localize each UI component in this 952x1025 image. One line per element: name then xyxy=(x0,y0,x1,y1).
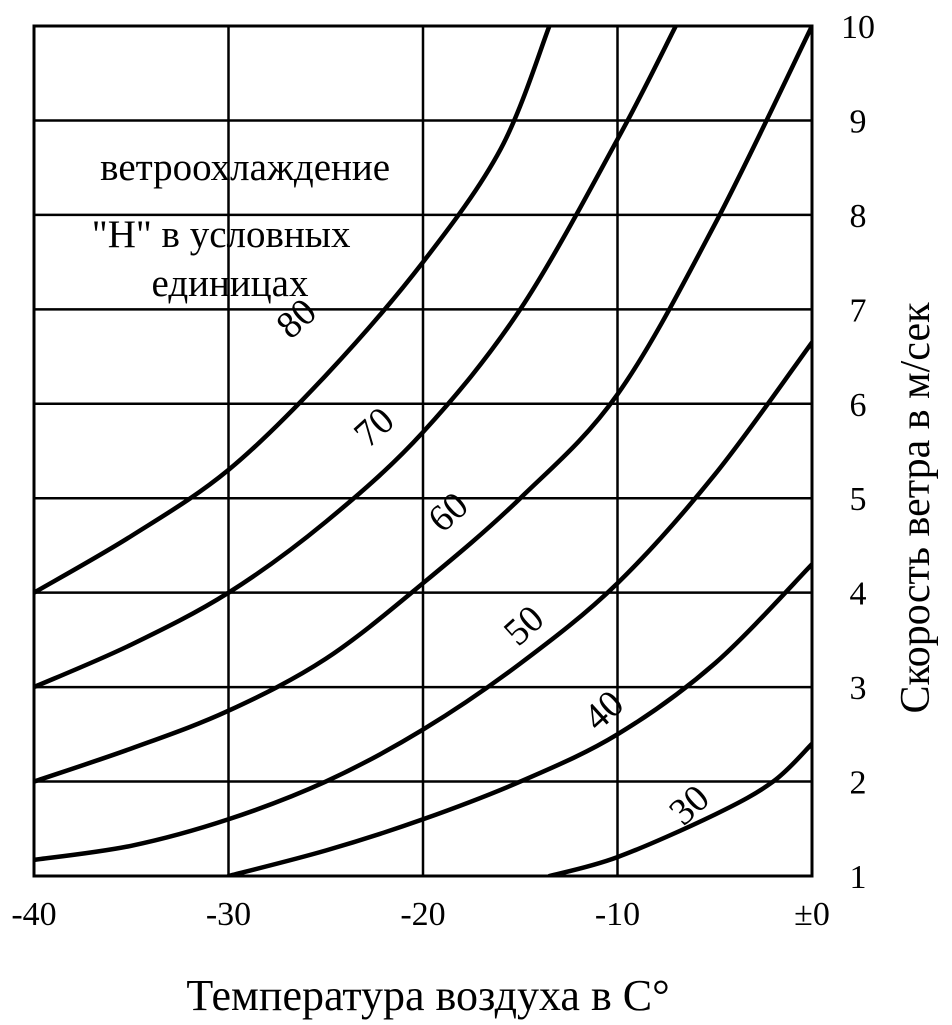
x-axis-label: Температура воздуха в С° xyxy=(186,971,669,1020)
y-tick-label: 6 xyxy=(850,387,867,424)
curve-label-30: 30 xyxy=(661,777,717,834)
wind-chill-curve-80 xyxy=(34,26,552,595)
y-tick-label: 7 xyxy=(850,292,867,329)
y-tick-label: 4 xyxy=(850,576,867,613)
wind-chill-curve-50 xyxy=(34,340,812,863)
wind-chill-curve-70 xyxy=(34,26,679,690)
y-tick-label: 1 xyxy=(850,859,867,896)
grid xyxy=(32,24,814,878)
wind-chill-curve-40 xyxy=(226,562,812,876)
annotation-line: "H" в условных xyxy=(92,213,351,256)
x-tick-label: -30 xyxy=(206,896,251,933)
curve-label-70: 70 xyxy=(346,399,402,456)
y-tick-label: 2 xyxy=(850,765,867,802)
annotation-line: единицах xyxy=(152,262,309,305)
y-tick-label: 3 xyxy=(850,670,867,707)
x-tick-label: -40 xyxy=(11,896,56,933)
y-tick-label: 10 xyxy=(841,9,875,46)
curve-label-60: 60 xyxy=(420,484,476,541)
annotation-line: ветроохлаждение xyxy=(100,146,390,189)
wind-chill-curve-30 xyxy=(547,741,812,876)
tick-labels: -40 -30 -20 -10 ±0 1 2 3 4 5 6 7 8 9 10 xyxy=(11,9,875,933)
annotation-text: ветроохлаждение "H" в условных единицах xyxy=(92,146,400,305)
y-tick-label: 9 xyxy=(850,103,867,140)
curves xyxy=(34,26,812,876)
y-tick-label: 8 xyxy=(850,198,867,235)
y-tick-label: 5 xyxy=(850,481,867,518)
x-tick-label: -10 xyxy=(595,896,640,933)
y-axis-label: Скорость ветра в м/сек xyxy=(893,302,939,714)
wind-chill-curve-60 xyxy=(34,26,812,784)
x-tick-label: ±0 xyxy=(794,896,830,933)
x-tick-label: -20 xyxy=(400,896,445,933)
